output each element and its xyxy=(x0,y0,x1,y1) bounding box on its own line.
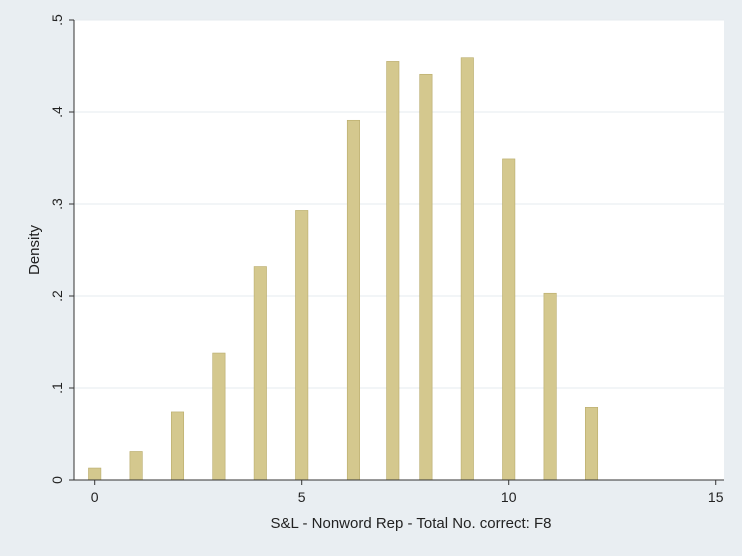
bar-4 xyxy=(253,266,267,481)
bar-9 xyxy=(460,57,474,481)
bars xyxy=(88,57,599,481)
bar-0 xyxy=(88,467,102,481)
y-tick-label-2: .2 xyxy=(49,290,65,302)
bar-12 xyxy=(585,407,599,481)
axes: 0 5 10 15 0 .1 .2 .3 .4 .5 xyxy=(49,14,724,505)
bar-1 xyxy=(129,451,143,481)
bar-6 xyxy=(346,119,360,481)
bar-5 xyxy=(295,210,309,481)
x-tick-label-0: 0 xyxy=(91,489,99,505)
y-axis-title: Density xyxy=(26,224,43,275)
bar-11 xyxy=(543,292,557,481)
x-tick-label-3: 15 xyxy=(708,489,724,505)
y-tick-label-1: .1 xyxy=(49,382,65,394)
y-tick-label-0: 0 xyxy=(49,476,65,484)
y-tick-label-5: .5 xyxy=(49,14,65,26)
bar-2 xyxy=(170,411,185,481)
bar-7 xyxy=(386,61,400,481)
x-axis-title: S&L - Nonword Rep - Total No. correct: F… xyxy=(271,515,552,532)
bar-3 xyxy=(212,352,226,481)
y-tick-label-3: .3 xyxy=(49,198,65,210)
x-tick-label-2: 10 xyxy=(501,489,517,505)
bar-10 xyxy=(502,158,516,481)
x-tick-label-1: 5 xyxy=(298,489,306,505)
y-tick-label-4: .4 xyxy=(49,106,65,118)
bar-8 xyxy=(419,73,433,481)
